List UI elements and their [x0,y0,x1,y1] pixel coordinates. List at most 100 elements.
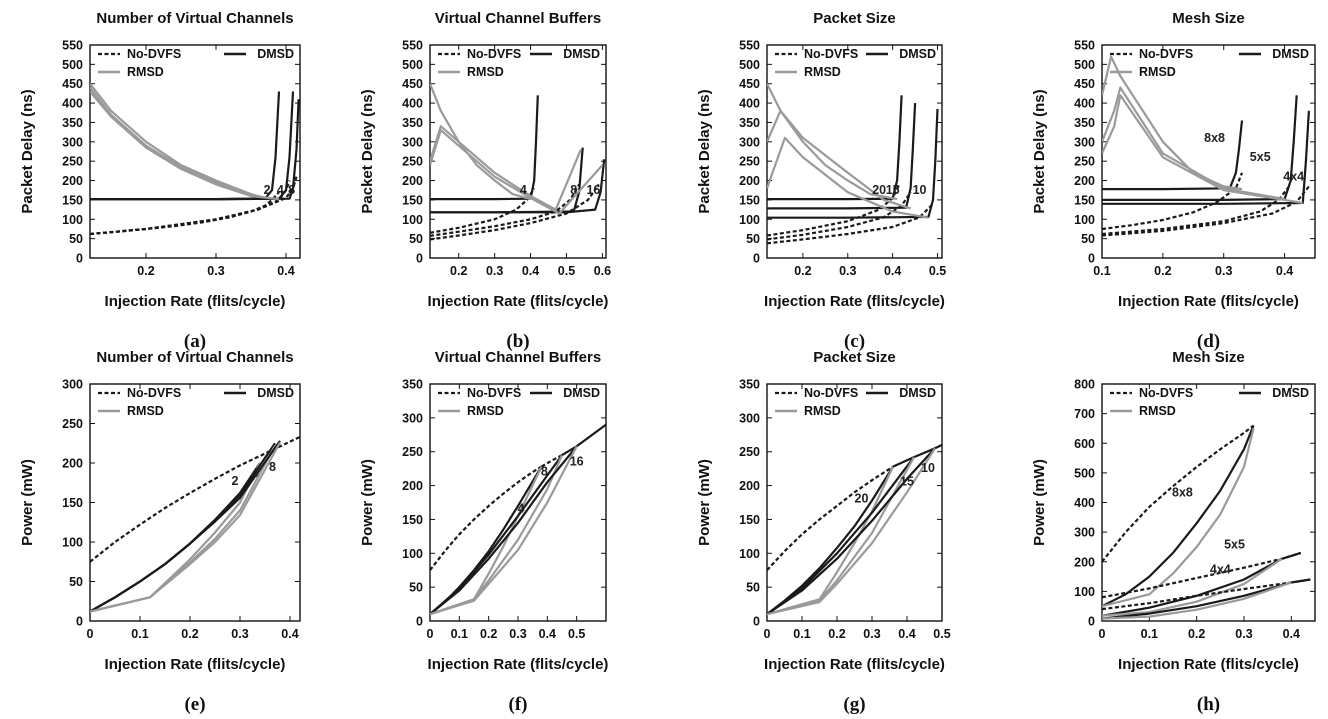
series-line-rmsd [1102,428,1255,608]
y-tick-label: 350 [402,378,423,392]
y-tick-label: 300 [739,411,760,425]
x-tick-label: 0.1 [131,627,148,641]
x-tick-label: 0.4 [1283,627,1300,641]
series-line-rmsd [1102,581,1292,620]
y-tick-label: 0 [76,252,83,266]
legend: No-DVFS RMSD DMSD [1110,386,1309,418]
y-tick-label: 100 [402,213,423,227]
series-line-dmsd [430,95,539,201]
y-tick-label: 150 [739,193,760,207]
series-line-dmsd [90,440,281,613]
series-line-rmsd [90,86,273,200]
y-tick-label: 0 [416,615,423,629]
legend: No-DVFS RMSD DMSD [438,47,600,79]
series-group [90,83,300,236]
x-axis-label: Injection Rate (flits/cycle) [428,656,609,673]
y-tick-label: 250 [62,155,83,169]
y-tick-label: 200 [739,174,760,188]
chart-panel-b: Virtual Channel Buffers 0 50 100 150 200 250 30… [359,10,611,352]
panel-label: (f) [509,694,528,715]
chart-title: Mesh Size [1172,10,1245,27]
chart-title: Number of Virtual Channels [96,349,293,366]
y-tick-label: 400 [1074,97,1095,111]
y-tick-label: 50 [409,232,423,246]
legend-label-nodvfs: No-DVFS [467,47,521,61]
chart-title: Virtual Channel Buffers [435,10,601,27]
y-tick-label: 800 [1074,378,1095,392]
chart-panel-c: Packet Size 0 50 100 150 200 250 300 350 400 450 50… [696,10,946,352]
y-tick-label: 300 [402,135,423,149]
series-line-dmsd [90,91,295,201]
series-line-rmsd [430,129,604,215]
y-tick-label: 450 [1074,77,1095,91]
chart-panel-a: Number of Virtual Channels05010015020025… [19,10,301,352]
x-tick-label: 0.3 [509,627,526,641]
y-tick-label: 50 [409,581,423,595]
legend: No-DVFS RMSD DMSD [1110,47,1309,79]
legend-label-rmsd: RMSD [1139,65,1176,79]
series-line-rmsd [430,454,564,616]
legend-label-dmsd: DMSD [563,386,600,400]
curve-annotation: 4x4 [1210,563,1231,577]
series-line-dmsd [430,445,578,616]
x-tick-label: 0.2 [1188,627,1205,641]
x-tick-label: 0.3 [1215,264,1232,278]
y-tick-label: 50 [746,232,760,246]
y-axis-label: Power (mW) [696,459,713,546]
series-group [1102,55,1310,237]
y-tick-label: 50 [69,575,83,589]
x-tick-label: 0.4 [884,264,901,278]
x-axis-label: Injection Rate (flits/cycle) [764,293,945,310]
legend-label-dmsd: DMSD [257,47,294,61]
curve-annotation: 2 [232,474,239,488]
y-tick-label: 200 [739,479,760,493]
curve-annotation: 8 [288,183,295,197]
series-line-dmsd [90,91,281,201]
plot-frame [766,383,943,622]
x-tick-label: 0 [1099,627,1106,641]
legend-label-nodvfs: No-DVFS [804,386,858,400]
series-line-no-dvfs [1102,578,1311,611]
y-tick-label: 0 [1088,252,1095,266]
series-line-dmsd [430,454,563,616]
y-tick-label: 500 [402,58,423,72]
y-tick-label: 200 [62,457,83,471]
curve-annotation: 4 [517,502,524,516]
x-axis-label: Injection Rate (flits/cycle) [428,293,609,310]
legend-label-rmsd: RMSD [467,65,504,79]
y-tick-label: 350 [1074,116,1095,130]
y-tick-label: 700 [1074,407,1095,421]
x-tick-label: 0.4 [277,264,294,278]
y-tick-label: 200 [402,174,423,188]
x-tick-label: 0.3 [863,627,880,641]
x-tick-label: 0 [87,627,94,641]
y-tick-label: 300 [1074,135,1095,149]
y-axis-label: Packet Delay (ns) [1031,89,1048,213]
y-tick-label: 450 [739,77,760,91]
y-tick-label: 150 [739,513,760,527]
y-tick-label: 550 [739,39,760,53]
series-group [430,83,606,241]
curve-annotation: 8x8 [1172,486,1193,500]
series-line-rmsd [90,83,266,200]
y-tick-label: 100 [1074,213,1095,227]
plot-frame [429,44,607,259]
series-line-rmsd [767,466,894,616]
series-line-rmsd [90,90,280,201]
y-tick-label: 100 [739,213,760,227]
curve-annotation: 10 [921,461,935,475]
series-line-dmsd [1102,578,1311,620]
y-tick-label: 450 [62,77,83,91]
y-tick-label: 500 [1074,466,1095,480]
y-tick-label: 100 [62,536,83,550]
legend-label-dmsd: DMSD [257,386,294,400]
curve-annotation: 8x8 [1204,131,1225,145]
y-tick-label: 250 [62,417,83,431]
y-tick-label: 0 [1088,615,1095,629]
y-tick-label: 250 [402,155,423,169]
y-tick-label: 400 [739,97,760,111]
x-tick-label: 0.5 [558,264,575,278]
legend-label-nodvfs: No-DVFS [127,47,181,61]
y-axis-label: Power (mW) [19,459,36,546]
